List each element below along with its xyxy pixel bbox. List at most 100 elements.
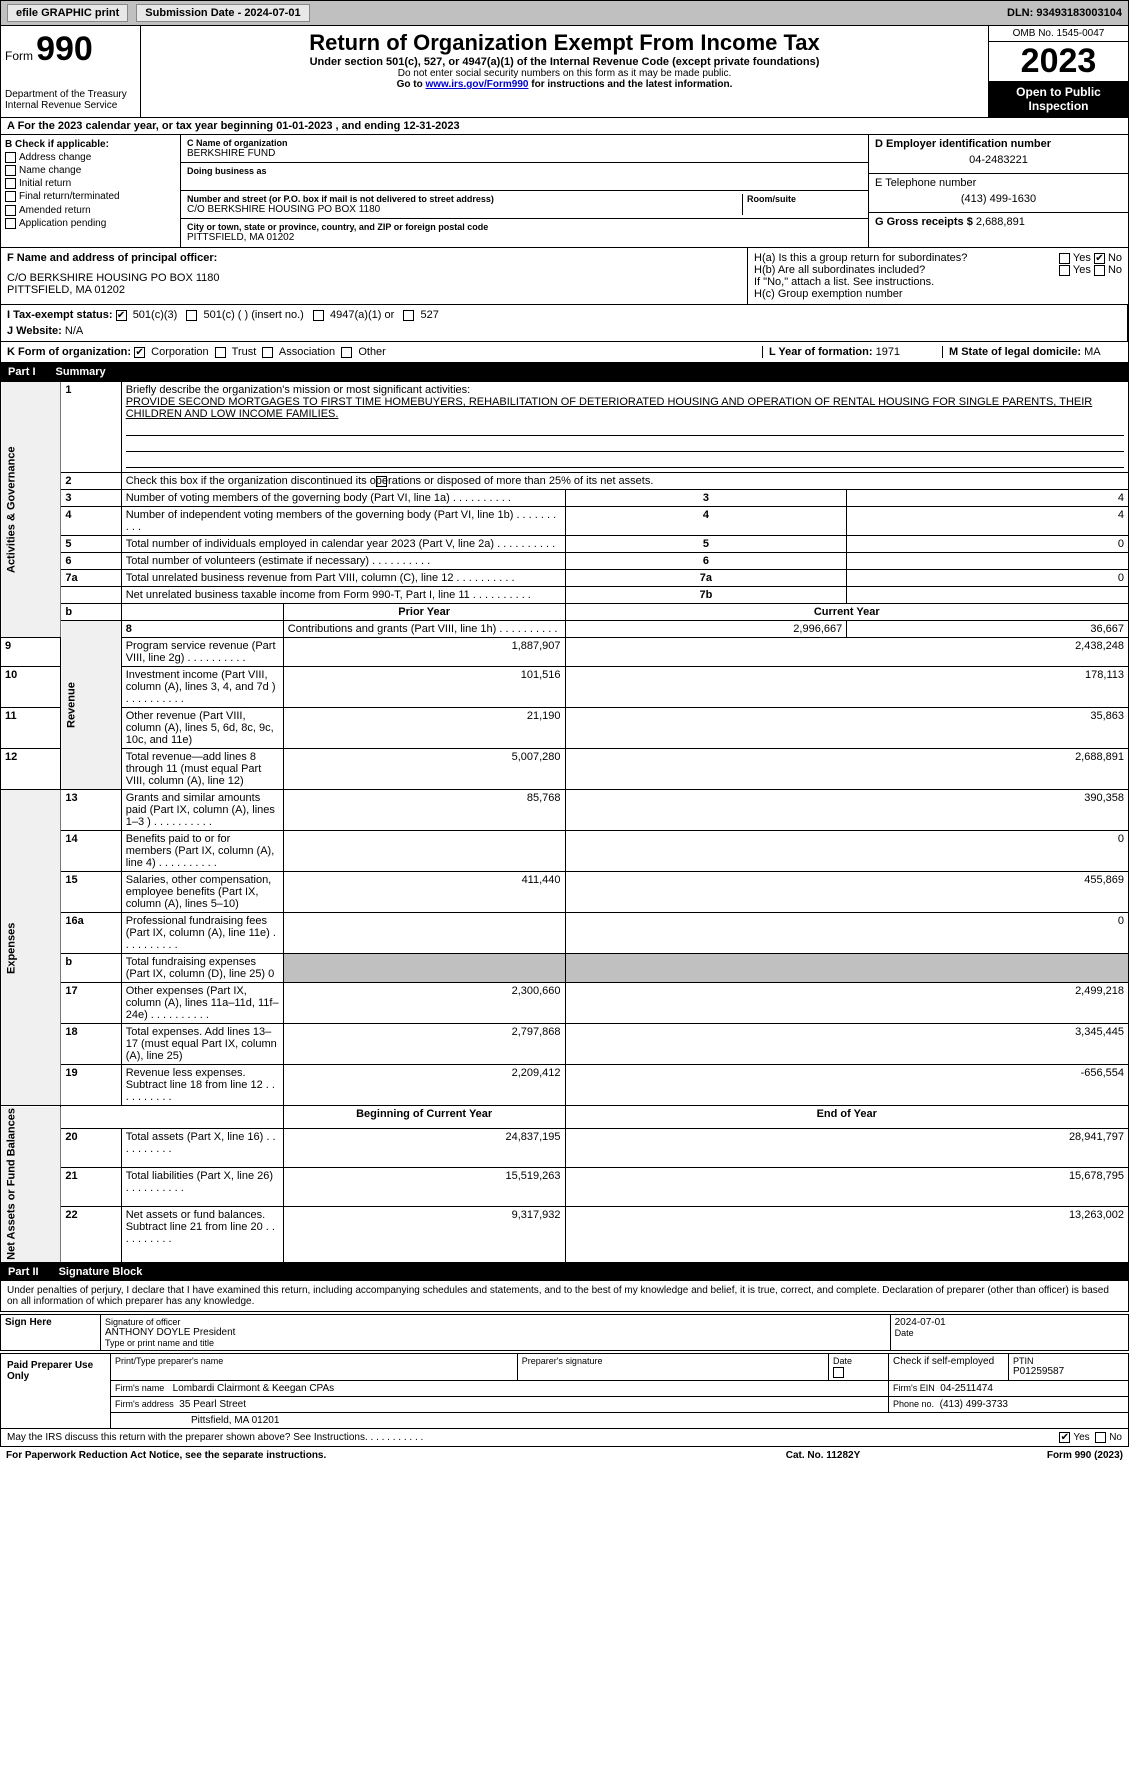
ein-label: D Employer identification number [875,138,1122,150]
declaration-text: Under penalties of perjury, I declare th… [0,1281,1129,1312]
firm-ein-label: Firm's EIN [893,1383,935,1393]
chk-final-return[interactable]: Final return/terminated [5,191,176,202]
submission-date-button[interactable]: Submission Date - 2024-07-01 [136,4,309,22]
paid-preparer-label: Paid Preparer Use Only [1,1353,111,1428]
city-label: City or town, state or province, country… [187,222,862,232]
self-employed-label: Check if self-employed [893,1356,994,1367]
side-netassets: Net Assets or Fund Balances [1,1106,61,1263]
chk-trust[interactable] [215,347,226,358]
chk-discuss-yes[interactable] [1059,1432,1070,1443]
chk-association[interactable] [262,347,273,358]
firm-name-value: Lombardi Clairmont & Keegan CPAs [173,1383,335,1394]
prep-sig-label: Preparer's signature [522,1356,824,1366]
firm-name-label: Firm's name [115,1383,164,1393]
dept-label: Department of the Treasury [5,89,136,100]
sig-date-label: Date [895,1328,1124,1338]
chk-application-pending[interactable]: Application pending [5,218,176,229]
website-value: N/A [65,325,83,337]
chk-4947[interactable] [313,310,324,321]
officer-line2: PITTSFIELD, MA 01202 [7,284,741,296]
page-footer: For Paperwork Reduction Act Notice, see … [0,1447,1129,1464]
current-year-hdr: Current Year [565,604,1128,621]
firm-ein-value: 04-2511474 [940,1383,993,1394]
tax-year: 2023 [989,42,1128,81]
part1-header: Part I Summary [0,363,1129,381]
form-header: Form 990 Department of the Treasury Inte… [0,26,1129,118]
chk-discuss-no[interactable] [1095,1432,1106,1443]
chk-address-change[interactable]: Address change [5,152,176,163]
gross-value: 2,688,891 [976,216,1025,228]
goto-post: for instructions and the latest informat… [531,79,732,90]
officer-name: ANTHONY DOYLE President [105,1327,886,1338]
chk-corporation[interactable] [134,347,145,358]
chk-discontinued[interactable] [376,476,387,487]
org-name-value: BERKSHIRE FUND [187,148,862,159]
sig-date-value: 2024-07-01 [895,1317,1124,1328]
hc-label: H(c) Group exemption number [754,288,1122,300]
firm-city: Pittsfield, MA 01201 [111,1412,1129,1428]
irs-label: Internal Revenue Service [5,100,136,111]
chk-initial-return[interactable]: Initial return [5,178,176,189]
part1-label: Part I [8,366,36,378]
firm-phone-value: (413) 499-3733 [940,1399,1008,1410]
row-line7b: Net unrelated business taxable income fr… [1,587,1129,604]
row-line3: 3Number of voting members of the governi… [1,490,1129,507]
efile-button[interactable]: efile GRAPHIC print [7,4,128,22]
side-expenses: Expenses [1,790,61,1106]
ein-value: 04-2483221 [875,150,1122,170]
box-m-label: M State of legal domicile: [949,346,1081,358]
officer-block: F Name and address of principal officer:… [0,248,1129,305]
chk-other[interactable] [341,347,352,358]
firm-addr-label: Firm's address [115,1399,174,1409]
chk-self-employed[interactable] [833,1367,844,1378]
line1-label: Briefly describe the organization's miss… [126,384,470,396]
discuss-text: May the IRS discuss this return with the… [7,1432,423,1443]
sig-officer-label: Signature of officer [105,1317,886,1327]
chk-name-change[interactable]: Name change [5,165,176,176]
row-line5: 5Total number of individuals employed in… [1,536,1129,553]
street-label: Number and street (or P.O. box if mail i… [187,194,742,204]
top-bar: efile GRAPHIC print Submission Date - 20… [0,0,1129,26]
hb-note: If "No," attach a list. See instructions… [754,276,1122,288]
firm-phone-label: Phone no. [893,1399,934,1409]
chk-501c3[interactable] [116,310,127,321]
sign-here-label: Sign Here [1,1314,101,1350]
hb-label: H(b) Are all subordinates included? [754,264,925,276]
row-line7a: 7aTotal unrelated business revenue from … [1,570,1129,587]
box-j-label: J Website: [7,325,62,337]
gross-label: G Gross receipts $ [875,216,973,228]
chk-527[interactable] [403,310,414,321]
section-a-period: A For the 2023 calendar year, or tax yea… [0,118,1129,135]
chk-amended-return[interactable]: Amended return [5,205,176,216]
inspect-line2: Inspection [993,99,1124,113]
chk-501c[interactable] [186,310,197,321]
tax-status-block: I Tax-exempt status: 501(c)(3) 501(c) ( … [0,305,1129,342]
box-f-label: F Name and address of principal officer: [7,252,741,264]
form-number: 990 [36,30,93,68]
row-line4: 4Number of independent voting members of… [1,507,1129,536]
ssn-note: Do not enter social security numbers on … [145,68,984,79]
part2-title: Signature Block [59,1266,143,1278]
street-value: C/O BERKSHIRE HOUSING PO BOX 1180 [187,204,742,215]
dba-label: Doing business as [187,166,862,176]
irs-link[interactable]: www.irs.gov/Form990 [425,79,528,90]
year-formation: 1971 [876,346,900,358]
phone-value: (413) 499-1630 [875,189,1122,209]
preparer-table: Paid Preparer Use Only Print/Type prepar… [0,1353,1129,1429]
ptin-value: P01259587 [1013,1366,1124,1377]
firm-addr-value: 35 Pearl Street [179,1399,246,1410]
prep-date-label: Date [833,1356,884,1366]
form-title: Return of Organization Exempt From Incom… [145,30,984,56]
inspect-line1: Open to Public [993,85,1124,99]
mission-text: PROVIDE SECOND MORTGAGES TO FIRST TIME H… [126,396,1093,420]
end-year-hdr: End of Year [565,1106,1128,1129]
prep-name-label: Print/Type preparer's name [115,1356,513,1366]
room-label: Room/suite [747,194,862,204]
side-activities: Activities & Governance [1,382,61,638]
part2-label: Part II [8,1266,39,1278]
officer-line1: C/O BERKSHIRE HOUSING PO BOX 1180 [7,272,741,284]
identity-block: B Check if applicable: Address change Na… [0,135,1129,248]
box-i-label: I Tax-exempt status: [7,309,113,321]
omb-number: OMB No. 1545-0047 [989,26,1128,42]
summary-table: Activities & Governance 1 Briefly descri… [0,381,1129,1263]
